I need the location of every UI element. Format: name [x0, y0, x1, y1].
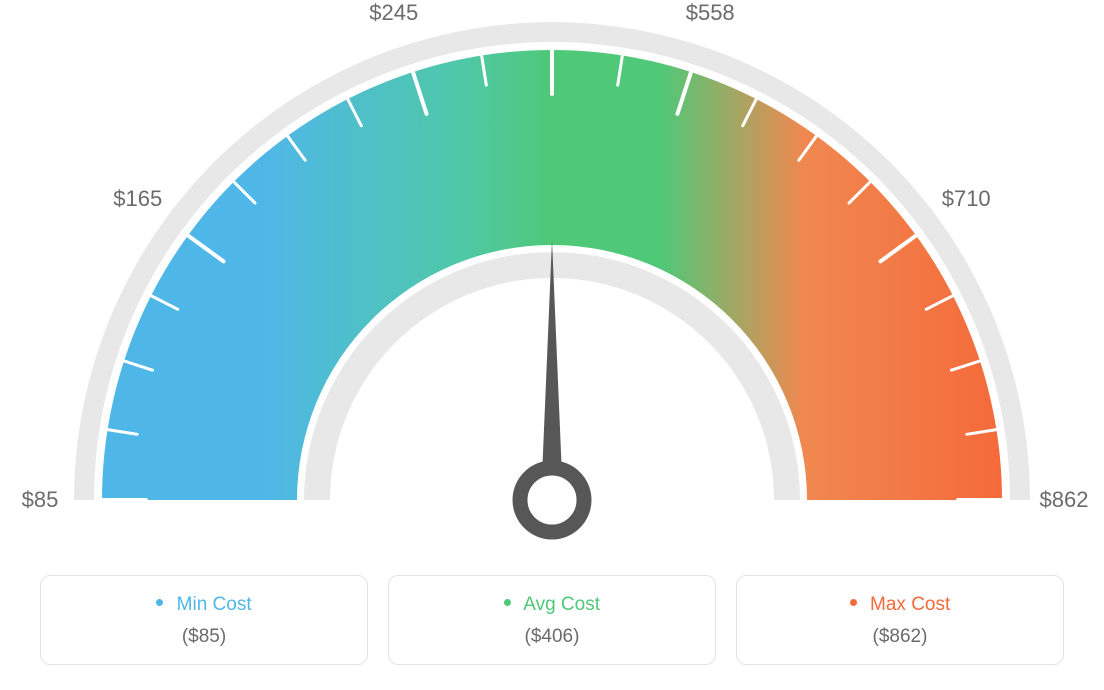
legend-value-min: ($85) — [51, 626, 357, 648]
legend-label-avg-text: Avg Cost — [523, 594, 600, 615]
gauge-tick-label: $165 — [113, 186, 162, 212]
cost-gauge-container: $85 $165 $245 $406 $558 $710 $862 Min Cost ($8… — [0, 0, 1104, 690]
gauge-tick-label: $710 — [942, 186, 991, 212]
legend-label-max-text: Max Cost — [870, 594, 950, 615]
gauge-svg — [0, 0, 1104, 560]
legend-label-avg: Avg Cost — [399, 594, 705, 616]
gauge-tick-label: $558 — [686, 0, 735, 26]
legend-value-avg: ($406) — [399, 626, 705, 648]
gauge-tick-label: $862 — [1040, 487, 1089, 513]
legend-row: Min Cost ($85) Avg Cost ($406) Max Cost … — [40, 575, 1064, 665]
gauge-tick-label: $245 — [369, 0, 418, 26]
legend-value-max: ($862) — [747, 626, 1053, 648]
legend-label-min: Min Cost — [51, 594, 357, 616]
gauge-tick-label: $406 — [528, 0, 577, 1]
legend-label-min-text: Min Cost — [177, 594, 252, 615]
legend-label-max: Max Cost — [747, 594, 1053, 616]
legend-card-avg: Avg Cost ($406) — [388, 575, 716, 665]
legend-card-min: Min Cost ($85) — [40, 575, 368, 665]
legend-card-max: Max Cost ($862) — [736, 575, 1064, 665]
gauge-area: $85 $165 $245 $406 $558 $710 $862 — [0, 0, 1104, 560]
gauge-tick-label: $85 — [22, 487, 59, 513]
